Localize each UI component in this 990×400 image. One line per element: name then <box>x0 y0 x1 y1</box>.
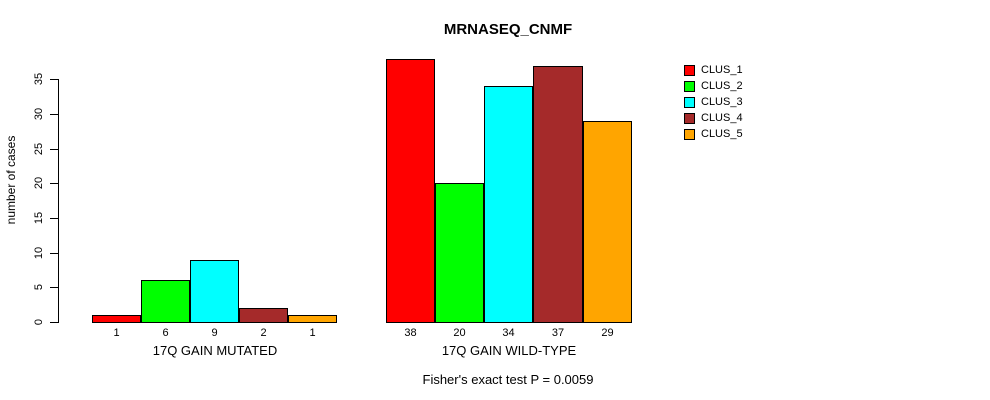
legend-item: CLUS_5 <box>684 126 743 142</box>
legend-item: CLUS_2 <box>684 78 743 94</box>
legend-swatch-clus_4 <box>684 112 695 124</box>
y-tick <box>50 253 59 254</box>
y-tick <box>50 322 59 323</box>
y-tick-label: 5 <box>33 283 45 291</box>
legend-swatch-clus_1 <box>684 64 695 76</box>
group-axis-label: 17Q GAIN WILD-TYPE <box>441 343 577 358</box>
legend-item: CLUS_3 <box>684 94 743 110</box>
bar-value-label: 37 <box>551 327 565 339</box>
y-tick <box>50 79 59 80</box>
bar-clus_4 <box>239 308 288 323</box>
y-tick <box>50 149 59 150</box>
y-tick <box>50 183 59 184</box>
y-tick-label: 0 <box>33 318 45 326</box>
bar-clus_5 <box>583 121 632 323</box>
legend-item-label: CLUS_2 <box>701 80 743 92</box>
bar-clus_4 <box>533 66 583 323</box>
legend: CLUS_1 CLUS_2 CLUS_3 CLUS_4 CLUS_5 <box>684 62 743 142</box>
bar-value-label: 38 <box>404 327 417 339</box>
legend-item-label: CLUS_5 <box>701 128 743 140</box>
y-tick <box>50 287 59 288</box>
legend-item-label: CLUS_4 <box>701 112 743 124</box>
chart-title: MRNASEQ_CNMF <box>443 21 573 38</box>
bar-value-label: 9 <box>211 327 218 339</box>
y-axis-label: number of cases <box>4 135 18 225</box>
bar-clus_3 <box>190 260 239 323</box>
bar-clus_3 <box>484 86 533 323</box>
bar-value-label: 34 <box>502 327 515 339</box>
bar-clus_2 <box>141 280 190 323</box>
legend-swatch-clus_2 <box>684 80 695 92</box>
legend-item: CLUS_4 <box>684 110 743 126</box>
y-tick-label: 25 <box>33 142 45 156</box>
y-tick-label: 10 <box>33 246 45 260</box>
legend-swatch-clus_5 <box>684 128 695 140</box>
bar-value-label: 1 <box>309 327 316 339</box>
y-tick-label: 30 <box>33 107 45 121</box>
y-tick-label: 35 <box>33 72 45 86</box>
bar-clus_2 <box>435 183 484 323</box>
legend-item-label: CLUS_3 <box>701 96 743 108</box>
y-tick-label: 20 <box>33 176 45 190</box>
bar-value-label: 2 <box>260 327 267 339</box>
bar-clus_1 <box>92 315 141 323</box>
group-axis-label: 17Q GAIN MUTATED <box>152 343 278 358</box>
bar-value-label: 20 <box>453 327 466 339</box>
bar-clus_1 <box>386 59 435 323</box>
y-tick-label: 15 <box>33 211 45 225</box>
legend-item-label: CLUS_1 <box>701 64 743 76</box>
bar-value-label: 29 <box>601 327 614 339</box>
legend-item: CLUS_1 <box>684 62 743 78</box>
legend-swatch-clus_3 <box>684 96 695 108</box>
bar-value-label: 1 <box>113 327 120 339</box>
y-tick <box>50 218 59 219</box>
y-axis-line <box>58 79 59 322</box>
bar-value-label: 6 <box>162 327 169 339</box>
fisher-test-annotation: Fisher's exact test P = 0.0059 <box>422 372 594 387</box>
bar-clus_5 <box>288 315 337 323</box>
y-tick <box>50 114 59 115</box>
